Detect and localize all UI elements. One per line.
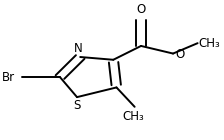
- Text: Br: Br: [2, 71, 15, 84]
- Text: CH₃: CH₃: [123, 110, 144, 122]
- Text: O: O: [175, 48, 184, 61]
- Text: O: O: [136, 3, 146, 16]
- Text: S: S: [73, 99, 81, 112]
- Text: N: N: [74, 42, 82, 55]
- Text: CH₃: CH₃: [199, 37, 220, 50]
